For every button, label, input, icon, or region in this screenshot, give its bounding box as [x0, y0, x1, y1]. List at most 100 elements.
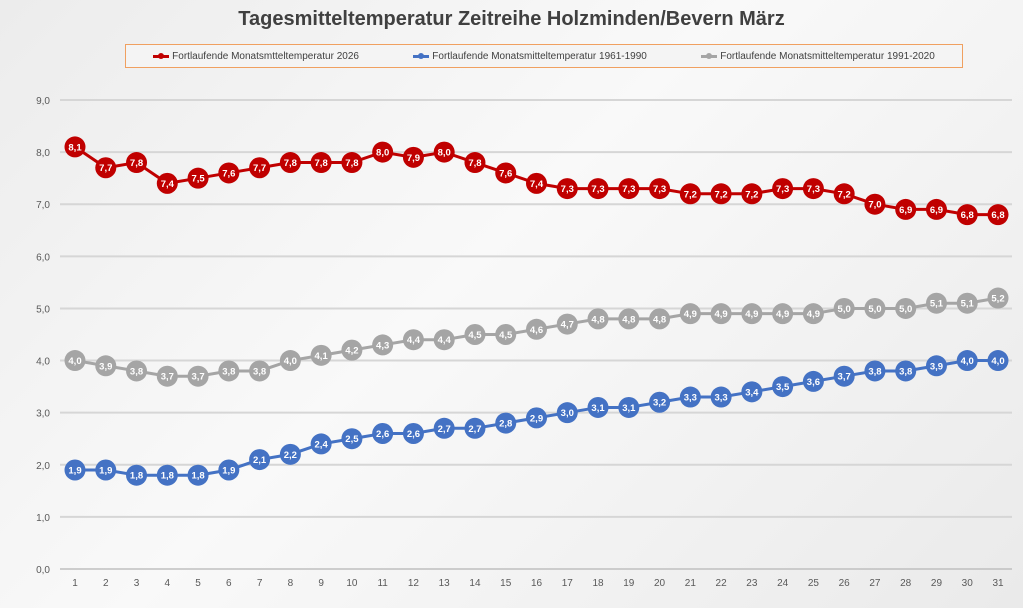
data-label: 4,1: [315, 351, 329, 362]
data-point: [802, 370, 824, 392]
data-point: [864, 193, 886, 215]
data-label: 7,3: [776, 184, 789, 195]
data-label: 2,7: [438, 424, 451, 435]
data-label: 7,8: [345, 158, 358, 169]
data-point: [95, 355, 117, 377]
legend-swatch: [701, 52, 718, 59]
data-label: 6,9: [930, 205, 943, 216]
data-label: 2,5: [345, 434, 359, 445]
data-label: 3,3: [714, 393, 727, 404]
data-point: [833, 365, 855, 387]
x-tick-label: 15: [500, 578, 512, 589]
data-label: 4,5: [468, 330, 482, 341]
data-label: 7,3: [561, 184, 574, 195]
data-point: [649, 178, 671, 200]
data-label: 3,7: [161, 372, 174, 383]
data-label: 8,1: [68, 142, 82, 153]
x-tick-label: 9: [318, 578, 324, 589]
data-label: 7,8: [468, 158, 481, 169]
data-point: [433, 417, 455, 439]
data-point: [433, 329, 455, 351]
data-point: [925, 292, 947, 314]
data-label: 7,6: [222, 168, 235, 179]
data-label: 3,6: [807, 377, 820, 388]
data-label: 4,8: [591, 314, 604, 325]
x-tick-label: 19: [623, 578, 635, 589]
data-label: 4,7: [561, 320, 574, 331]
x-tick-label: 11: [377, 578, 388, 589]
data-point: [187, 167, 209, 189]
data-label: 3,0: [561, 408, 574, 419]
data-label: 3,8: [253, 366, 266, 377]
data-label: 2,9: [530, 413, 543, 424]
data-point: [679, 386, 701, 408]
data-label: 2,7: [468, 424, 481, 435]
data-label: 2,6: [407, 429, 420, 440]
data-point: [526, 407, 547, 429]
data-point: [618, 308, 640, 330]
data-label: 4,3: [376, 340, 389, 351]
data-label: 4,0: [68, 356, 81, 367]
data-point: [710, 183, 732, 205]
data-label: 3,3: [684, 393, 697, 404]
legend: Fortlaufende Monatsmtteltemperatur 2026 …: [125, 44, 963, 68]
x-tick-label: 29: [931, 578, 943, 589]
x-tick-label: 2: [103, 578, 109, 589]
legend-item-1961-1990: Fortlaufende Monatsmitteltemperatur 1961…: [413, 51, 647, 62]
data-point: [279, 350, 301, 372]
data-point: [372, 141, 394, 163]
data-label: 7,4: [530, 179, 544, 190]
data-point: [925, 198, 947, 220]
y-tick-label: 9,0: [36, 96, 50, 107]
x-tick-label: 23: [746, 578, 758, 589]
x-tick-label: 8: [288, 578, 294, 589]
data-point: [64, 136, 86, 158]
x-tick-label: 3: [134, 578, 140, 589]
data-label: 3,8: [868, 366, 881, 377]
data-label: 5,0: [868, 304, 881, 315]
data-point: [587, 396, 609, 418]
legend-label: Fortlaufende Monatsmitteltemperatur 1991…: [720, 50, 935, 62]
data-label: 7,3: [653, 184, 666, 195]
data-label: 2,2: [284, 450, 297, 461]
data-label: 3,8: [130, 366, 143, 377]
data-point: [95, 459, 117, 481]
data-label: 7,2: [838, 189, 851, 200]
data-point: [249, 157, 271, 179]
data-point: [679, 183, 701, 205]
x-tick-label: 7: [257, 578, 263, 589]
data-label: 2,1: [253, 455, 267, 466]
x-tick-label: 21: [685, 578, 697, 589]
data-label: 4,8: [622, 314, 635, 325]
data-point: [833, 183, 855, 205]
data-label: 1,8: [191, 471, 204, 482]
data-point: [310, 344, 332, 366]
data-label: 2,8: [499, 419, 512, 430]
data-label: 7,4: [161, 179, 175, 190]
data-point: [956, 350, 978, 372]
data-point: [341, 428, 363, 450]
data-label: 7,3: [807, 184, 820, 195]
data-point: [402, 423, 424, 445]
data-label: 1,9: [99, 465, 112, 476]
data-label: 6,8: [991, 210, 1004, 221]
x-tick-label: 14: [469, 578, 481, 589]
x-tick-label: 28: [900, 578, 912, 589]
data-point: [772, 178, 794, 200]
data-point: [772, 376, 794, 398]
y-tick-label: 8,0: [36, 148, 50, 159]
data-label: 3,8: [222, 366, 235, 377]
data-point: [526, 318, 547, 340]
data-point: [741, 381, 763, 403]
data-point: [464, 324, 486, 345]
data-label: 6,8: [961, 210, 974, 221]
data-label: 1,9: [68, 465, 81, 476]
data-label: 3,4: [745, 387, 759, 398]
data-label: 3,5: [776, 382, 790, 393]
x-tick-label: 13: [439, 578, 451, 589]
data-label: 4,0: [991, 356, 1004, 367]
x-tick-label: 20: [654, 578, 666, 589]
data-point: [126, 464, 148, 486]
data-point: [464, 152, 486, 174]
